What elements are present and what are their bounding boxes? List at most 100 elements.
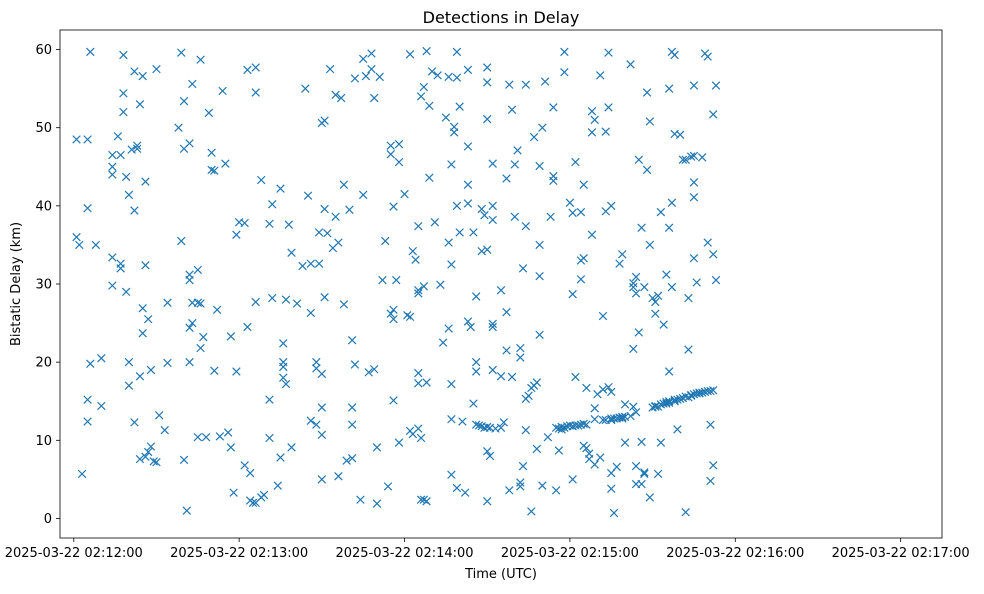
data-point-marker: [193, 265, 203, 275]
data-point-marker: [482, 497, 492, 506]
data-point-marker: [449, 128, 459, 137]
data-point-marker: [347, 336, 357, 345]
data-point-marker: [653, 469, 663, 479]
data-point-marker: [279, 362, 288, 372]
data-point-marker: [452, 47, 462, 57]
data-point-marker: [199, 332, 208, 342]
data-point-marker: [188, 318, 197, 328]
data-point-marker: [86, 47, 95, 57]
data-point-marker: [667, 282, 677, 292]
data-point-marker: [477, 204, 486, 214]
data-point-marker: [496, 423, 506, 433]
data-point-marker: [210, 366, 219, 375]
data-point-marker: [179, 96, 189, 106]
data-point-marker: [422, 46, 431, 56]
data-point-marker: [703, 52, 712, 61]
data-point-marker: [279, 373, 288, 383]
data-point-marker: [193, 432, 203, 442]
data-point-marker: [367, 64, 376, 74]
data-point-marker: [124, 190, 134, 200]
data-point-marker: [394, 157, 404, 167]
data-point-marker: [482, 447, 492, 456]
data-point-marker: [637, 437, 646, 447]
data-point-marker: [394, 438, 404, 447]
data-point-marker: [549, 103, 558, 112]
data-point-marker: [425, 173, 434, 182]
data-point-marker: [615, 259, 624, 268]
data-point-marker: [356, 495, 365, 504]
chart-title: Detections in Delay: [423, 8, 580, 27]
data-point-marker: [146, 365, 156, 375]
data-point-marker: [463, 199, 473, 208]
data-point-marker: [317, 475, 327, 484]
data-point-marker: [306, 259, 316, 268]
data-point-marker: [179, 455, 189, 465]
data-point-marker: [463, 65, 473, 75]
data-point-marker: [678, 155, 688, 164]
data-point-marker: [383, 482, 393, 491]
data-point-marker: [532, 378, 542, 387]
data-point-marker: [425, 101, 434, 111]
data-point-marker: [86, 359, 95, 368]
data-point-marker: [642, 88, 652, 97]
data-point-marker: [433, 71, 442, 80]
data-point-marker: [245, 468, 255, 478]
data-point-marker: [684, 345, 693, 354]
data-point-marker: [392, 275, 401, 285]
data-point-marker: [524, 391, 533, 400]
data-point-marker: [582, 420, 591, 429]
data-point-marker: [77, 469, 87, 479]
data-point-marker: [389, 314, 398, 324]
data-point-marker: [130, 67, 139, 76]
data-point-marker: [83, 135, 92, 144]
data-point-marker: [631, 407, 641, 417]
y-tick-label: 60: [35, 43, 52, 58]
data-point-marker: [265, 395, 274, 404]
data-point-marker: [554, 446, 564, 455]
data-point-marker: [452, 483, 462, 493]
data-point-marker: [609, 508, 619, 518]
data-point-marker: [656, 438, 666, 447]
data-point-marker: [571, 372, 580, 382]
data-point-marker: [703, 238, 712, 247]
data-point-marker: [414, 221, 423, 231]
x-tick-label: 2025-03-22 02:15:00: [501, 546, 639, 561]
data-point-marker: [292, 299, 302, 308]
data-point-marker: [416, 495, 426, 504]
data-point-marker: [132, 141, 142, 150]
data-point-marker: [143, 447, 153, 457]
data-point-marker: [232, 230, 241, 239]
data-point-marker: [339, 300, 349, 309]
data-point-marker: [488, 322, 497, 332]
data-point-marker: [469, 228, 478, 237]
data-point-marker: [662, 397, 671, 407]
data-point-marker: [386, 309, 395, 318]
data-point-marker: [664, 84, 674, 93]
data-point-marker: [480, 211, 489, 220]
data-point-marker: [345, 205, 354, 214]
data-point-marker: [121, 287, 131, 297]
data-point-marker: [659, 320, 668, 329]
data-point-marker: [482, 422, 492, 432]
y-tick-label: 40: [35, 199, 52, 214]
data-point-marker: [215, 432, 225, 441]
x-tick-label: 2025-03-22 02:17:00: [832, 546, 970, 561]
data-point-marker: [414, 289, 423, 298]
data-point-marker: [188, 79, 197, 89]
data-point-marker: [350, 74, 360, 83]
data-point-marker: [138, 329, 147, 338]
data-point-marker: [629, 402, 638, 411]
data-point-marker: [414, 368, 423, 378]
data-point-marker: [268, 293, 277, 303]
data-point-marker: [438, 338, 448, 347]
data-point-marker: [576, 275, 586, 284]
data-point-marker: [568, 208, 577, 218]
data-point-marker: [160, 425, 169, 435]
data-point-marker: [152, 457, 161, 467]
data-point-marker: [463, 142, 473, 151]
data-point-marker: [317, 369, 327, 379]
data-point-marker: [551, 486, 561, 495]
data-point-marker: [502, 307, 511, 317]
data-point-marker: [626, 60, 635, 69]
x-tick-label: 2025-03-22 02:12:00: [5, 546, 143, 561]
